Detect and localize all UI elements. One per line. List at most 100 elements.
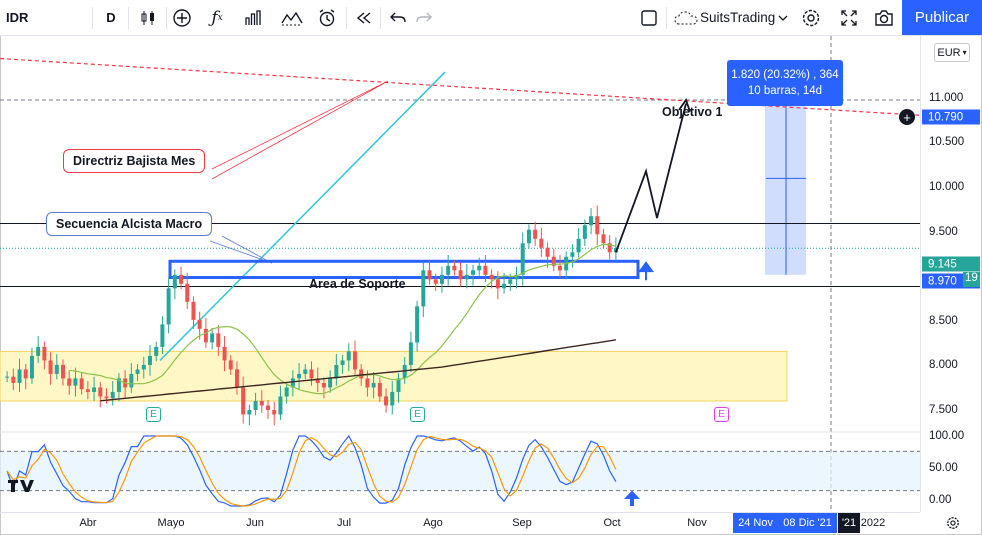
candle-body (359, 369, 364, 379)
candle-body (98, 387, 103, 397)
settings-icon[interactable] (798, 0, 824, 35)
candle-body (203, 328, 208, 343)
candle-body (241, 387, 246, 415)
publish-button[interactable]: Publicar (902, 0, 982, 35)
earnings-badge[interactable]: E (410, 407, 425, 422)
candle-body (266, 405, 271, 410)
candle-body (92, 387, 97, 392)
candle-body (309, 369, 314, 379)
candle-body (154, 346, 159, 356)
candle-body (452, 265, 457, 271)
layout-square-icon[interactable] (636, 0, 662, 35)
candle-body (290, 378, 295, 388)
add-compare-icon[interactable] (170, 0, 194, 35)
candle-body (247, 409, 252, 415)
symbol-search-button[interactable]: IDR (6, 10, 29, 25)
candle-body (259, 400, 264, 406)
tradingview-logo[interactable] (7, 478, 35, 496)
redo-icon[interactable] (412, 0, 436, 35)
time-label: Oct (603, 517, 621, 529)
undo-icon[interactable] (386, 0, 410, 35)
alerts-icon[interactable] (314, 0, 340, 35)
candle-body (79, 378, 84, 390)
price-scale[interactable]: 11.000 10.500 10.000 9.500 8.500 8.000 7… (899, 36, 982, 512)
candle-body (458, 270, 463, 280)
candle-body (141, 364, 146, 370)
time-label: Ago (423, 517, 443, 529)
layout-name[interactable]: SuitsTrading (700, 10, 776, 25)
candle-body (48, 360, 53, 374)
price-label: 10.000 (929, 181, 965, 193)
candle-body (514, 274, 519, 280)
interval-button[interactable]: D (106, 10, 116, 25)
candle-body (272, 409, 277, 415)
earnings-badge-upcoming[interactable]: E (714, 407, 729, 422)
candle-body (545, 247, 550, 257)
candle-body (427, 270, 432, 280)
earnings-badge[interactable]: E (146, 407, 161, 422)
candle-body (346, 351, 351, 361)
candle-body (483, 265, 488, 275)
callout-pointer-blue (209, 235, 273, 264)
time-axis[interactable]: Abr Mayo Jun Jul Ago Sep Oct Nov 24 Nov … (0, 512, 920, 534)
candles-icon[interactable] (134, 0, 162, 35)
cursor-time-tag: '21 (838, 513, 860, 533)
candle-body (172, 274, 177, 289)
osc-label: 50.00 (929, 462, 958, 474)
fullscreen-icon[interactable] (836, 0, 862, 35)
up-arrow-icon (638, 261, 654, 281)
ma-slow-line (100, 339, 617, 402)
add-alert-plus-icon[interactable]: + (899, 109, 915, 125)
candle-body (396, 378, 401, 392)
candle-body (42, 346, 47, 361)
time-label: Sep (512, 517, 532, 529)
candle-body (439, 274, 444, 284)
candle-body (234, 369, 239, 388)
time-label: Jul (336, 517, 352, 529)
cloud-icon (672, 0, 700, 35)
axis-settings-icon[interactable] (943, 513, 963, 533)
range-start: 24 Nov (738, 517, 773, 529)
currency-select[interactable]: EUR ▾ (934, 43, 970, 62)
candle-body (197, 319, 202, 329)
candle-body (607, 243, 612, 253)
candle-body (303, 369, 308, 374)
candle-body (85, 389, 90, 392)
chart-type-icon[interactable] (278, 0, 306, 35)
candle-body (191, 301, 196, 320)
candle-body (29, 355, 34, 379)
candle-body (5, 376, 10, 378)
time-label: Mayo (157, 517, 185, 529)
candle-body (557, 265, 562, 271)
chevron-down-icon[interactable] (774, 0, 792, 35)
candle-body (278, 396, 283, 415)
price-chart[interactable] (0, 36, 920, 512)
chevron-down-icon: ▾ (962, 48, 967, 57)
candle-body (340, 360, 345, 365)
callout-secuencia-alcista[interactable]: Secuencia Alcista Macro (46, 212, 213, 236)
candle-body (222, 346, 227, 361)
replay-icon[interactable] (352, 0, 376, 35)
candle-body (508, 279, 513, 284)
candle-body (116, 378, 121, 392)
projection-arrowhead (678, 98, 691, 112)
toolbar-divider (166, 7, 167, 29)
candle-body (166, 288, 171, 325)
camera-icon[interactable] (870, 0, 898, 35)
candle-body (384, 396, 389, 406)
stoch-d-line (6, 435, 617, 507)
last-price-tag: 9.145 (922, 256, 980, 272)
price-label: 11.000 (929, 92, 964, 104)
candle-body (533, 229, 538, 239)
candle-body (471, 270, 476, 275)
callout-directriz-bajista[interactable]: Directriz Bajista Mes (63, 149, 206, 173)
support-area-label: Area de Soporte (309, 277, 406, 291)
toolbar-divider (380, 7, 381, 29)
currency-label: EUR (937, 46, 961, 59)
candle-body (284, 387, 289, 397)
candle-body (36, 346, 41, 356)
range-end: 08 Dic '21 (783, 517, 832, 529)
templates-icon[interactable] (240, 0, 266, 35)
